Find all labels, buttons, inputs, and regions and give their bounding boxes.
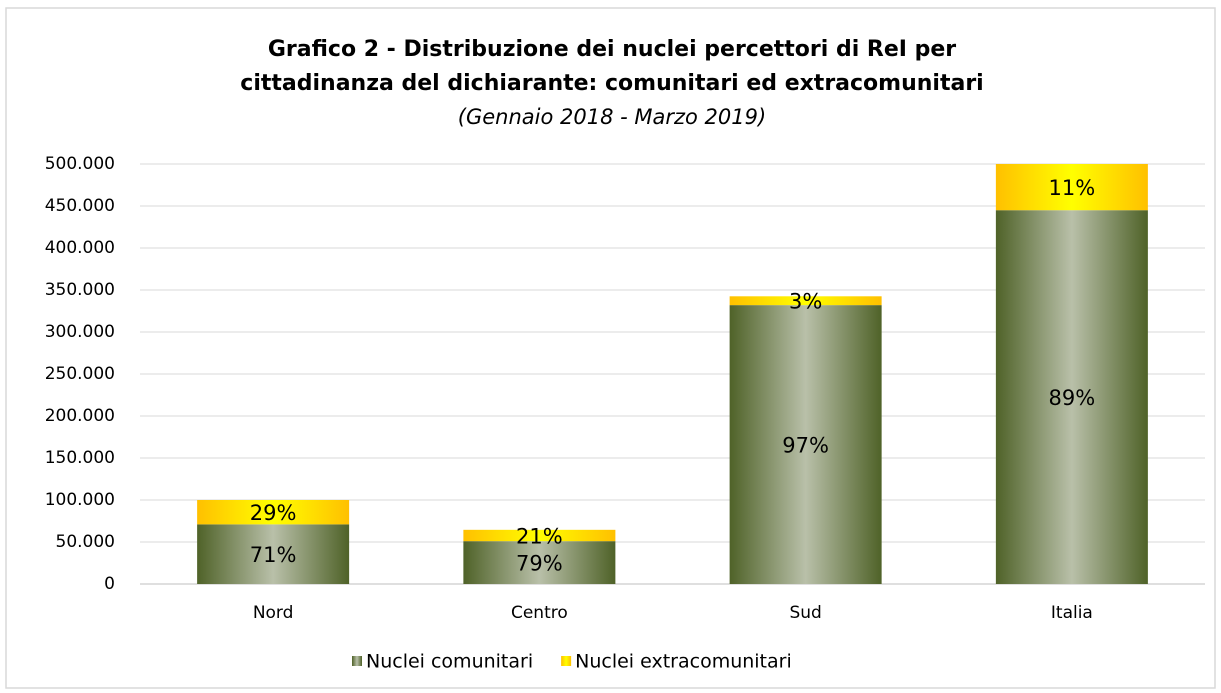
y-tick-label: 150.000 <box>45 448 115 468</box>
data-label: 11% <box>1049 176 1096 200</box>
data-label: 97% <box>782 434 829 458</box>
bar-segment <box>995 164 1148 211</box>
y-tick-label: 200.000 <box>45 406 115 426</box>
x-tick-label: Centro <box>511 603 568 623</box>
y-tick-label: 450.000 <box>45 196 115 216</box>
legend-label: Nuclei extracomunitari <box>575 651 792 673</box>
data-label: 79% <box>516 552 563 576</box>
legend-marker <box>352 656 362 666</box>
bar-segment <box>995 210 1148 584</box>
y-tick-label: 0 <box>104 574 115 594</box>
data-label: 21% <box>516 524 563 548</box>
y-tick-label: 400.000 <box>45 238 115 258</box>
bar-segment <box>463 529 616 542</box>
x-tick-label: Sud <box>789 603 821 623</box>
y-tick-label: 500.000 <box>45 154 115 174</box>
bar-segment <box>197 500 350 525</box>
y-tick-label: 250.000 <box>45 364 115 384</box>
x-tick-label: Italia <box>1051 603 1093 623</box>
chart-title: Grafico 2 - Distribuzione dei nuclei per… <box>268 37 956 62</box>
bar-segment <box>729 296 882 306</box>
y-tick-label: 50.000 <box>56 532 115 552</box>
data-label: 3% <box>789 290 822 314</box>
bar-segment <box>463 541 616 584</box>
y-tick-label: 100.000 <box>45 490 115 510</box>
data-label: 89% <box>1049 386 1096 410</box>
chart-subtitle: (Gennaio 2018 - Marzo 2019) <box>458 105 766 129</box>
chart-title: cittadinanza del dichiarante: comunitari… <box>240 71 983 96</box>
data-label: 71% <box>250 543 297 567</box>
legend-marker <box>561 656 572 666</box>
y-tick-label: 300.000 <box>45 322 115 342</box>
x-tick-label: Nord <box>253 603 294 623</box>
y-tick-label: 350.000 <box>45 280 115 300</box>
data-label: 29% <box>250 501 297 525</box>
bar-segment <box>729 305 882 584</box>
bar-segment <box>197 524 350 584</box>
legend-label: Nuclei comunitari <box>366 651 533 673</box>
